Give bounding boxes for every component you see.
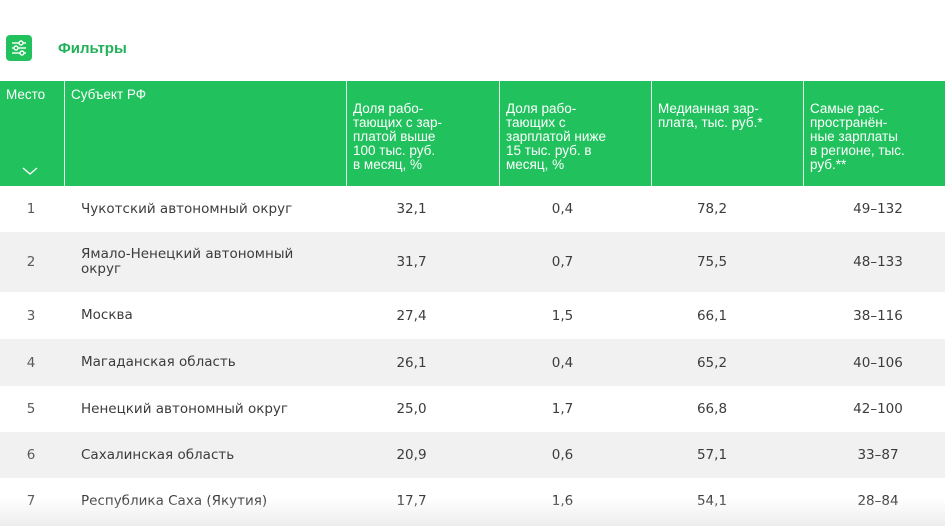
cell-rank: 4 <box>26 354 36 371</box>
column-header-high-salary-share[interactable]: Доля рабо- тающих с зар- платой выше 100… <box>346 81 499 186</box>
cell-salary-range: 49–132 <box>853 201 903 217</box>
cell-high-salary-share: 25,0 <box>396 401 427 417</box>
sliders-icon[interactable] <box>6 35 32 61</box>
column-header-low-salary-share[interactable]: Доля рабо- тающих с зарплатой ниже 15 ты… <box>499 81 651 186</box>
table-row: 2 Ямало-Ненецкий автономный округ 31,7 0… <box>0 232 945 292</box>
cell-high-salary-share: 32,1 <box>396 201 427 217</box>
cell-low-salary-share: 0,4 <box>551 354 574 371</box>
column-header-label: Место <box>6 87 46 102</box>
column-header-label: Самые рас- пространён- ные зарплаты в ре… <box>810 101 905 172</box>
cell-subject: Магаданская область <box>81 354 236 370</box>
cell-low-salary-share: 0,4 <box>551 201 574 217</box>
cell-salary-range: 33–87 <box>857 447 899 463</box>
table-row: 4 Магаданская область 26,1 0,4 65,2 40–1… <box>0 339 945 386</box>
column-header-subject[interactable]: Субъект РФ <box>64 81 346 186</box>
cell-high-salary-share: 26,1 <box>396 354 427 371</box>
cell-rank: 7 <box>26 493 36 509</box>
filters-link[interactable]: Фильтры <box>58 39 127 57</box>
cell-subject: Ямало-Ненецкий автономный округ <box>81 246 294 277</box>
cell-subject: Республика Саха (Якутия) <box>81 492 268 509</box>
cell-high-salary-share: 27,4 <box>396 307 427 324</box>
ranking-table: Место Субъект РФ Доля рабо- тающих с зар… <box>0 81 945 524</box>
cell-rank: 3 <box>26 307 36 324</box>
column-header-rank[interactable]: Место <box>0 81 64 186</box>
cell-salary-range: 28–84 <box>857 493 899 509</box>
cell-rank: 1 <box>26 201 36 217</box>
cell-median-salary: 78,2 <box>696 201 728 217</box>
cell-subject: Чукотский автономный округ <box>81 200 293 217</box>
cell-rank: 5 <box>26 401 36 417</box>
cell-low-salary-share: 1,7 <box>551 401 574 417</box>
cell-median-salary: 54,1 <box>696 493 728 509</box>
cell-salary-range: 40–106 <box>853 354 903 371</box>
cell-median-salary: 66,1 <box>696 307 728 324</box>
table-row: 5 Ненецкий автономный округ 25,0 1,7 66,… <box>0 386 945 432</box>
cell-low-salary-share: 0,6 <box>551 447 574 463</box>
cell-subject: Ненецкий автономный округ <box>81 400 289 417</box>
cell-salary-range: 48–133 <box>853 254 903 270</box>
cell-median-salary: 57,1 <box>696 447 728 463</box>
cell-high-salary-share: 20,9 <box>396 447 427 463</box>
filters-bar: Фильтры <box>6 35 127 61</box>
cell-rank: 2 <box>26 254 36 270</box>
cell-subject: Москва <box>81 307 133 323</box>
cell-median-salary: 75,5 <box>696 254 728 270</box>
cell-low-salary-share: 1,5 <box>551 307 574 324</box>
cell-salary-range: 38–116 <box>853 307 903 324</box>
cell-salary-range: 42–100 <box>853 401 903 417</box>
cell-median-salary: 66,8 <box>696 401 728 417</box>
table-row: 6 Сахалинская область 20,9 0,6 57,1 33–8… <box>0 432 945 478</box>
cell-high-salary-share: 31,7 <box>396 254 427 270</box>
table-row: 1 Чукотский автономный округ 32,1 0,4 78… <box>0 186 945 232</box>
column-header-label: Доля рабо- тающих с зар- платой выше 100… <box>353 101 443 172</box>
table-header: Место Субъект РФ Доля рабо- тающих с зар… <box>0 81 945 186</box>
cell-median-salary: 65,2 <box>696 354 728 371</box>
column-header-median-salary[interactable]: Медианная зар- плата, тыс. руб.* <box>651 81 803 186</box>
chevron-down-icon[interactable] <box>22 166 38 176</box>
column-header-label: Доля рабо- тающих с зарплатой ниже 15 ты… <box>506 101 606 172</box>
column-header-common-salary-range[interactable]: Самые рас- пространён- ные зарплаты в ре… <box>803 81 945 186</box>
cell-high-salary-share: 17,7 <box>396 493 427 509</box>
cell-low-salary-share: 0,7 <box>551 254 574 270</box>
cell-low-salary-share: 1,6 <box>551 493 574 509</box>
cell-rank: 6 <box>26 447 36 463</box>
table-row: 3 Москва 27,4 1,5 66,1 38–116 <box>0 292 945 339</box>
cell-subject: Сахалинская область <box>81 446 235 463</box>
table-row: 7 Республика Саха (Якутия) 17,7 1,6 54,1… <box>0 478 945 524</box>
column-header-label: Медианная зар- плата, тыс. руб.* <box>658 101 763 130</box>
column-header-label: Субъект РФ <box>71 87 146 102</box>
